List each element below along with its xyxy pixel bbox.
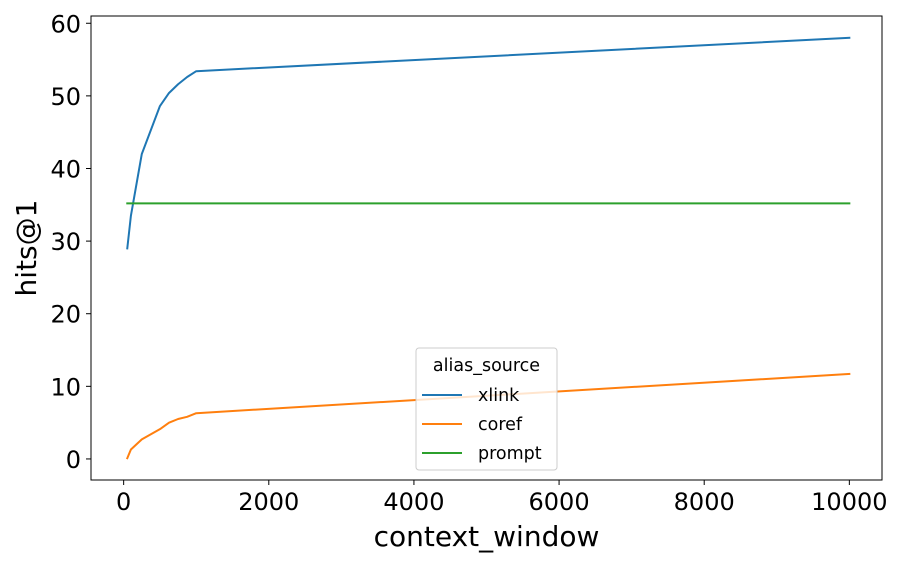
axes: 0 2000 4000 6000 8000 10000 0 10 20 30 40 50 60 xyxy=(50,10,887,516)
axes-frame xyxy=(90,15,883,481)
y-tick-label: 30 xyxy=(50,228,81,256)
plot-area xyxy=(125,36,851,460)
legend: alias_source xlink coref prompt xyxy=(415,347,558,471)
y-tick-label: 50 xyxy=(50,83,81,111)
x-tick-label: 6000 xyxy=(529,488,590,516)
x-tick-label: 8000 xyxy=(674,488,735,516)
x-tick-label: 0 xyxy=(116,488,131,516)
series-line-coref xyxy=(125,372,851,460)
y-tick-label: 0 xyxy=(66,446,81,474)
x-tick-label: 2000 xyxy=(238,488,299,516)
y-tick-label: 10 xyxy=(50,373,81,401)
legend-label-xlink: xlink xyxy=(478,386,520,406)
y-axis-label: hits@1 xyxy=(10,200,43,297)
y-tick-label: 60 xyxy=(50,10,81,38)
legend-entries: xlink coref prompt xyxy=(422,386,542,464)
x-axis-label: context_window xyxy=(374,520,600,553)
y-tick-label: 40 xyxy=(50,155,81,183)
y-tick-label: 20 xyxy=(50,301,81,329)
legend-title: alias_source xyxy=(433,356,540,376)
x-tick-label: 10000 xyxy=(811,488,887,516)
x-tick-label: 4000 xyxy=(383,488,444,516)
legend-frame xyxy=(415,347,558,471)
legend-label-prompt: prompt xyxy=(478,444,542,464)
series-line-xlink xyxy=(126,36,851,250)
legend-label-coref: coref xyxy=(478,415,523,435)
